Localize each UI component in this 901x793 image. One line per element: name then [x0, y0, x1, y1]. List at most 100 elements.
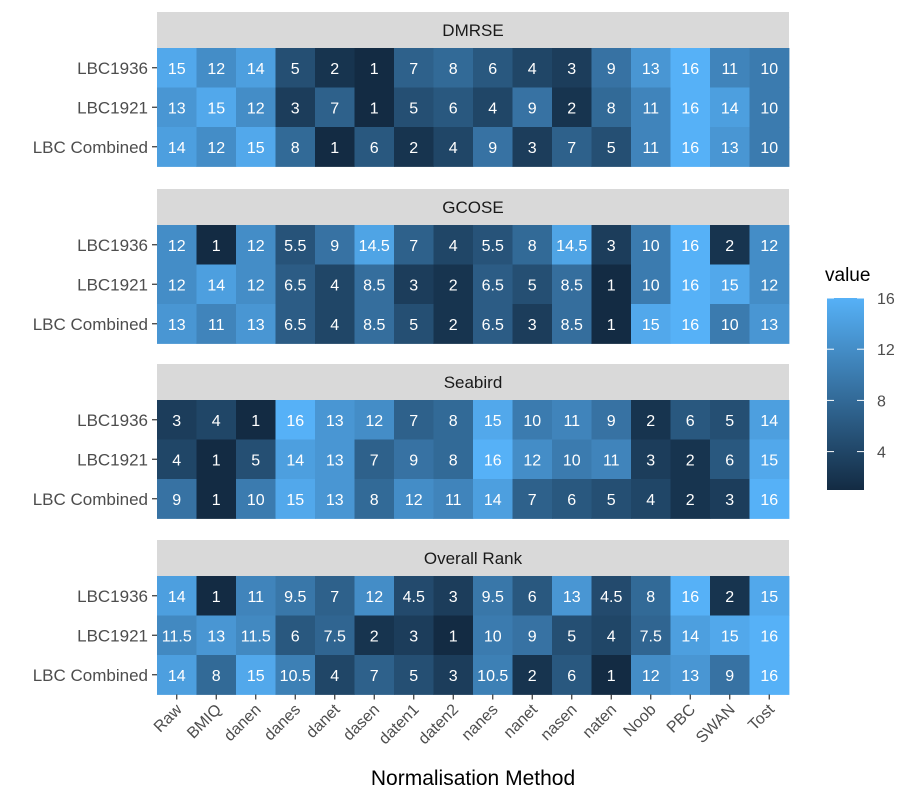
heatmap-cell [394, 127, 434, 167]
heatmap-cell [354, 400, 395, 440]
heatmap-cell [749, 479, 790, 519]
heatmap-cell [236, 127, 276, 167]
cell-label: 2 [567, 100, 576, 117]
cell-label: 7 [370, 668, 379, 685]
x-tick-label: danet [303, 701, 344, 742]
cell-label: 10 [760, 100, 778, 117]
x-tick-label: daten2 [415, 701, 462, 748]
heatmap-cell [473, 615, 513, 656]
heatmap-cell [196, 479, 237, 519]
row-label: LBC Combined [33, 490, 148, 509]
cell-label: 12 [247, 100, 265, 117]
cell-label: 1 [449, 628, 458, 645]
cell-label: 2 [725, 589, 734, 606]
heatmap-cell [394, 87, 434, 128]
cell-label: 9 [172, 492, 181, 509]
heatmap-cell [315, 439, 355, 480]
cell-label: 16 [760, 628, 778, 645]
heatmap-cell [315, 87, 355, 128]
heatmap-cell [591, 225, 632, 265]
heatmap-cell [473, 264, 513, 305]
heatmap-cell [315, 479, 355, 519]
cell-label: 5 [607, 492, 616, 509]
legend-colorbar [827, 298, 864, 490]
heatmap-cell [552, 48, 592, 88]
heatmap-cell [236, 439, 276, 480]
cell-label: 5 [409, 317, 418, 334]
heatmap-cell [354, 87, 395, 128]
cell-label: 7 [409, 61, 418, 78]
cell-label: 8 [370, 492, 379, 509]
cell-label: 1 [212, 492, 221, 509]
heatmap-cell [394, 439, 434, 480]
heatmap-cell [710, 400, 750, 440]
heatmap-cell [275, 615, 316, 656]
cell-label: 16 [681, 238, 699, 255]
cell-label: 7.5 [640, 628, 662, 645]
row-label: LBC1936 [77, 59, 148, 78]
heatmap-cell [473, 655, 513, 695]
heatmap-cell [473, 225, 513, 265]
cell-label: 15 [760, 589, 778, 606]
legend: value 4 8 12 16 [825, 265, 895, 490]
cell-label: 16 [760, 668, 778, 685]
cell-label: 3 [528, 140, 537, 157]
cell-label: 16 [681, 61, 699, 78]
heatmap-cell [354, 48, 395, 88]
cell-label: 9 [528, 100, 537, 117]
heatmap-cell [275, 264, 316, 305]
heatmap-cell [275, 400, 316, 440]
cell-label: 7 [330, 100, 339, 117]
heatmap-cell [354, 439, 395, 480]
cell-label: 2 [449, 317, 458, 334]
cell-label: 3 [449, 668, 458, 685]
heatmap-cell [591, 48, 632, 88]
heatmap-cell [512, 264, 553, 305]
cell-label: 10 [642, 277, 660, 294]
cell-label: 13 [207, 628, 225, 645]
x-tick-label: nanet [501, 701, 542, 742]
cell-label: 12 [365, 413, 383, 430]
cell-label: 10.5 [280, 668, 311, 685]
cell-label: 10 [563, 452, 581, 469]
heatmap-cell [157, 576, 197, 616]
cell-label: 11 [208, 317, 225, 334]
heatmap-cell [473, 48, 513, 88]
heatmap-cell [749, 48, 790, 88]
cell-label: 12 [207, 140, 225, 157]
cell-label: 8 [212, 668, 221, 685]
cell-label: 4 [646, 492, 655, 509]
heatmap-cell [236, 48, 276, 88]
row-label: LBC1921 [77, 98, 148, 117]
heatmap-cell [710, 655, 750, 695]
x-tick-label: naten [580, 701, 620, 741]
heatmap-cell [512, 48, 553, 88]
heatmap-cell [275, 87, 316, 128]
heatmap-cell [512, 439, 553, 480]
heatmap-cell [433, 264, 474, 305]
heatmap-cell [196, 400, 237, 440]
heatmap-cell [236, 655, 276, 695]
heatmap-cell [710, 48, 750, 88]
heatmap-cell [275, 576, 316, 616]
heatmap-cell [631, 264, 671, 305]
heatmap-cell [275, 225, 316, 265]
cell-label: 3 [607, 238, 616, 255]
cell-label: 12 [247, 238, 265, 255]
cell-label: 10.5 [477, 668, 508, 685]
heatmap-cell [315, 48, 355, 88]
x-tick-label: Noob [621, 701, 660, 740]
cell-label: 15 [642, 317, 660, 334]
cell-label: 13 [721, 140, 739, 157]
heatmap-cell [710, 615, 750, 656]
cell-label: 5 [291, 61, 300, 78]
cell-label: 4 [528, 61, 537, 78]
cell-label: 7 [409, 413, 418, 430]
heatmap-cell [670, 87, 711, 128]
cell-label: 2 [528, 668, 537, 685]
cell-label: 13 [563, 589, 581, 606]
heatmap-cell [710, 576, 750, 616]
heatmap-cell [591, 304, 632, 344]
heatmap-cell [196, 264, 237, 305]
